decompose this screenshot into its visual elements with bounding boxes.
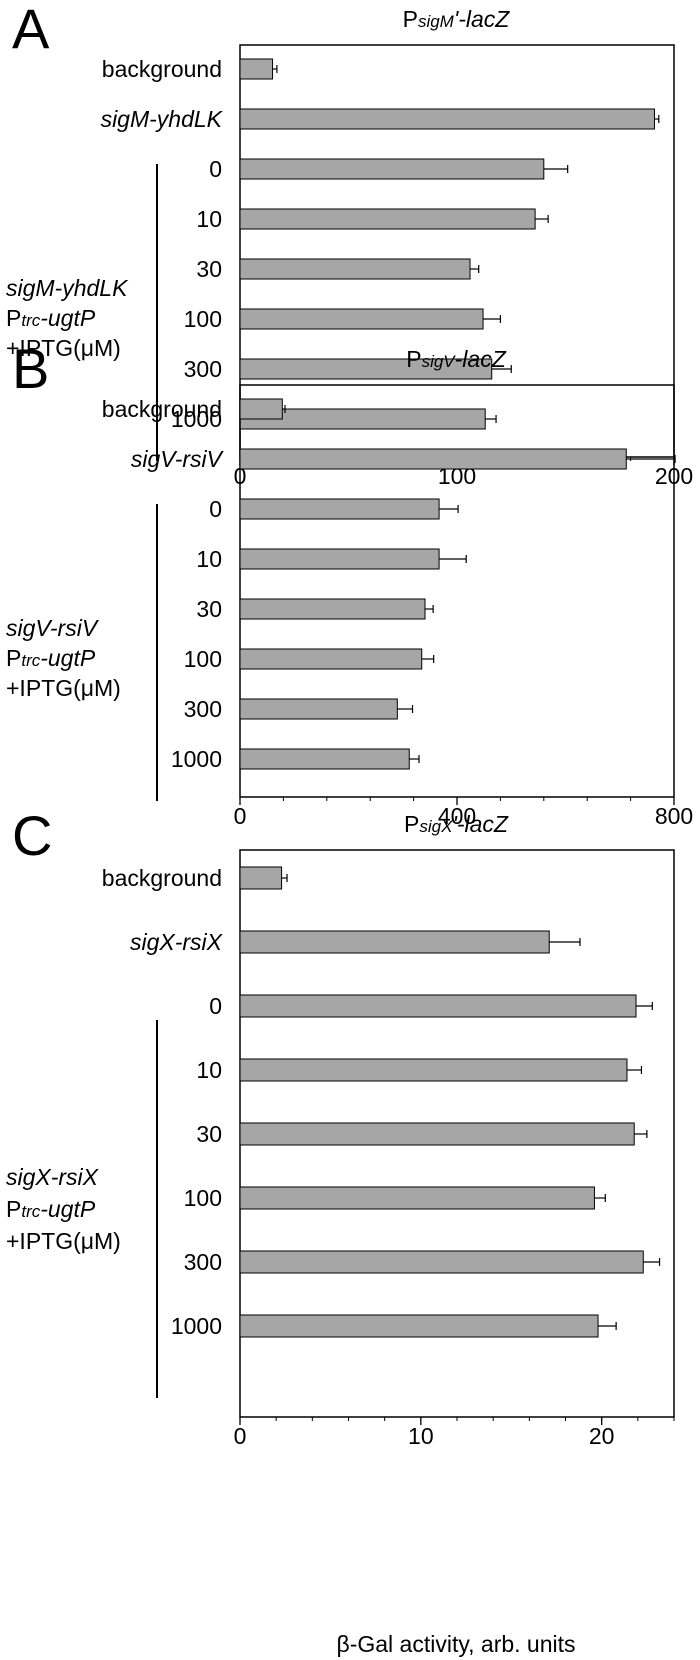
chart-title: PsigV-lacZ (406, 346, 506, 372)
bar (239, 208, 536, 230)
category-label: 100 (184, 646, 222, 672)
group-label-treatment: +IPTG(μM) (6, 675, 121, 701)
panel-letter: A (12, 0, 50, 60)
bars (239, 398, 676, 770)
bar (239, 58, 274, 80)
group-label-promoter: Ptrc-ugtP (6, 1196, 96, 1222)
category-label: 10 (196, 546, 222, 572)
category-label: background (102, 865, 222, 891)
category-label: 1000 (171, 406, 222, 432)
category-label: 0 (209, 993, 222, 1019)
category-label: 100 (184, 306, 222, 332)
bar (239, 748, 410, 770)
category-label: 300 (184, 696, 222, 722)
bar (239, 1186, 595, 1210)
tick-label: 0 (234, 1423, 247, 1449)
bar (239, 308, 484, 330)
group-label-promoter: Ptrc-ugtP (6, 645, 96, 671)
category-labels: background sigV-rsiV 0 10 30 100 300 1000 (102, 396, 225, 772)
bar (239, 498, 440, 520)
bar (239, 698, 398, 720)
bars (239, 866, 661, 1338)
category-label: 10 (196, 206, 222, 232)
bar (239, 398, 283, 420)
category-label: sigM-yhdLK (101, 106, 224, 132)
category-label: 100 (184, 1185, 222, 1211)
tick-label: 800 (655, 803, 693, 829)
category-label: 0 (209, 496, 222, 522)
chart-title: PsigX'-lacZ (404, 811, 509, 837)
panel-a: A PsigM'-lacZ 0 100 200 backgroundsigM-yhd… (6, 0, 693, 489)
panel-c: C PsigX'-lacZ 0 10 20 background sigX-rsiX 0… (6, 804, 675, 1657)
category-label: 1000 (171, 746, 222, 772)
category-label: 0 (209, 156, 222, 182)
group-label-treatment: +IPTG(μM) (6, 1228, 121, 1254)
bar (239, 158, 545, 180)
category-label: 300 (184, 1249, 222, 1275)
group-label-treatment: +IPTG(μM) (6, 335, 121, 361)
bar (239, 258, 471, 280)
category-label: background (102, 396, 222, 422)
category-label: 30 (196, 256, 222, 282)
group-label-promoter: Ptrc-ugtP (6, 305, 96, 331)
category-label: background (102, 56, 222, 82)
category-label: 30 (196, 1121, 222, 1147)
tick-label: 400 (438, 803, 476, 829)
tick-label: 10 (408, 1423, 434, 1449)
x-axis-label: β-Gal activity, arb. units (336, 1631, 575, 1657)
bar (239, 448, 627, 470)
panel-b: B PsigV-lacZ 0 400 800 background sigV-rsiV… (6, 337, 693, 829)
bar (239, 648, 423, 670)
tick-label: 20 (589, 1423, 615, 1449)
category-labels: background sigM-yhdLK 0 10 30 100 300 1000 (101, 56, 224, 432)
group-label-strain: sigM-yhdLK (6, 275, 129, 301)
category-labels: background sigX-rsiX 0 10 30 100 300 1000 (102, 865, 224, 1339)
plot-frame (239, 384, 675, 798)
x-axis-ticks: 0 10 20 (234, 1417, 675, 1449)
category-label: 1000 (171, 1313, 222, 1339)
chart-title: PsigM'-lacZ (403, 6, 511, 32)
bars (239, 58, 660, 430)
category-label: 300 (184, 356, 222, 382)
panel-letter: C (12, 804, 52, 867)
plot-frame (239, 44, 675, 458)
bar (239, 1250, 644, 1274)
group-label-strain: sigV-rsiV (6, 615, 100, 641)
category-label: sigX-rsiX (130, 929, 224, 955)
bar (239, 930, 550, 954)
bar (239, 994, 637, 1018)
bar (239, 598, 426, 620)
category-label: 10 (196, 1057, 222, 1083)
tick-label: 0 (234, 803, 247, 829)
category-label: sigV-rsiV (131, 446, 225, 472)
bar (239, 1314, 599, 1338)
panel-letter: B (12, 337, 49, 400)
group-label-strain: sigX-rsiX (6, 1164, 100, 1190)
bar (239, 548, 440, 570)
bar (239, 108, 655, 130)
bar (239, 866, 283, 890)
bar (239, 1122, 635, 1146)
x-axis-ticks: 0 400 800 (234, 797, 693, 829)
bar (239, 1058, 628, 1082)
category-label: 30 (196, 596, 222, 622)
